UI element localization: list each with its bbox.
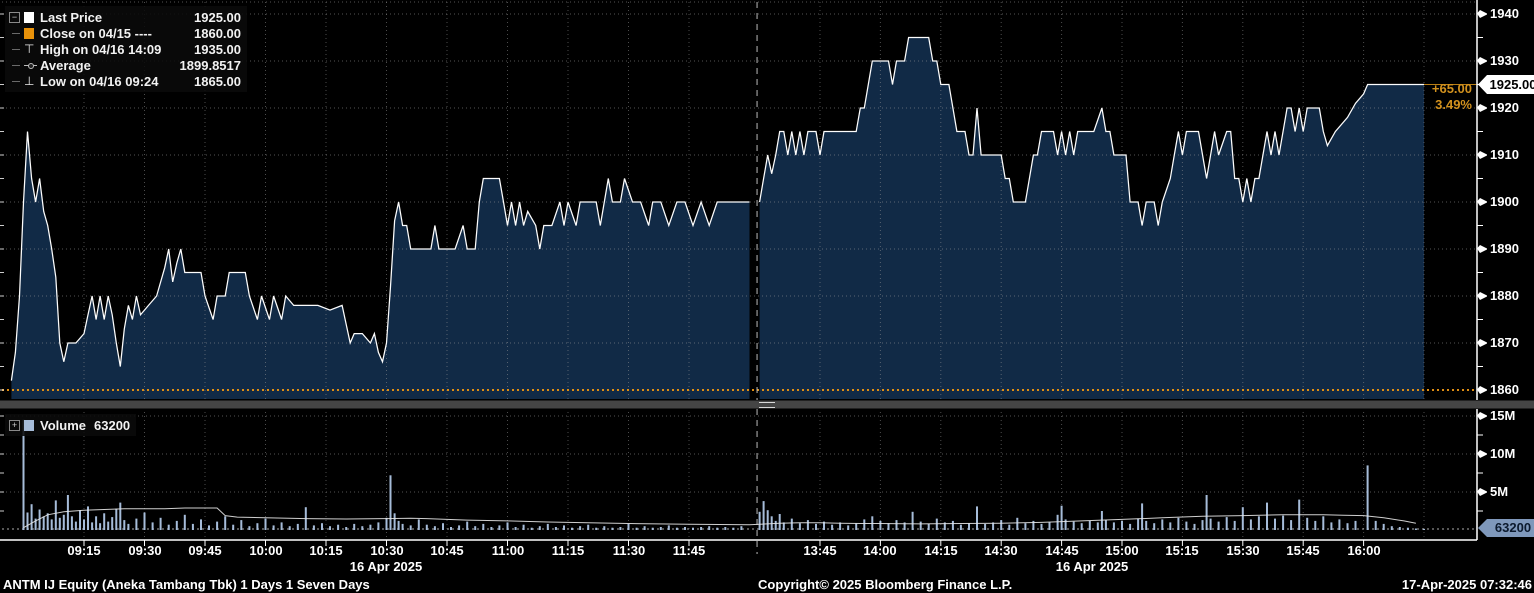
- legend-value: 1865.00: [194, 73, 241, 89]
- legend-value: 1935.00: [194, 41, 241, 57]
- high-marker-icon: ⊤: [24, 42, 35, 56]
- security-description: ANTM IJ Equity (Aneka Tambang Tbk) 1 Day…: [3, 577, 370, 592]
- price-area-fill: [11, 37, 1424, 399]
- legend-row-low[interactable]: ⊥ Low on 04/16 09:24 1865.00: [9, 73, 241, 89]
- close-swatch-icon: [24, 27, 34, 39]
- legend-label: Low on 04/16 09:24: [40, 73, 159, 89]
- collapse-icon[interactable]: −: [9, 11, 20, 23]
- tree-branch-icon: [12, 64, 20, 66]
- last-volume-badge: 63200: [1478, 519, 1534, 537]
- legend-value: 1860.00: [194, 25, 241, 41]
- session-date-label: 16 Apr 2025: [349, 559, 423, 574]
- legend-label: Average: [40, 57, 91, 73]
- expand-icon[interactable]: +: [9, 419, 20, 431]
- panel-splitter[interactable]: [0, 400, 1534, 409]
- volume-bars: [22, 419, 1425, 530]
- legend-row-last-price[interactable]: − Last Price 1925.00: [9, 9, 241, 25]
- tree-branch-icon: [12, 48, 20, 50]
- splitter-handle-icon[interactable]: [759, 402, 775, 408]
- low-marker-icon: ⊥: [24, 74, 35, 88]
- pct-change-label: 3.49%: [1435, 97, 1472, 112]
- legend-label: Volume: [40, 417, 86, 433]
- tree-branch-icon: [12, 80, 20, 82]
- net-change-label: +65.00: [1431, 81, 1472, 96]
- price-legend: − Last Price 1925.00 Close on 04/15 ----…: [5, 6, 247, 92]
- status-bar: ANTM IJ Equity (Aneka Tambang Tbk) 1 Day…: [0, 575, 1534, 593]
- legend-value: 1925.00: [194, 9, 241, 25]
- timestamp: 17-Apr-2025 07:32:46: [1401, 577, 1532, 592]
- legend-row-average[interactable]: Average 1899.8517: [9, 57, 241, 73]
- last-price-badge: 1925.00: [1478, 75, 1534, 94]
- volume-average-line: [23, 507, 1416, 529]
- session-date-label: 16 Apr 2025: [1055, 559, 1129, 574]
- legend-row-high[interactable]: ⊤ High on 04/16 14:09 1935.00: [9, 41, 241, 57]
- tree-branch-icon: [12, 32, 20, 34]
- legend-row-volume[interactable]: + Volume 63200: [9, 417, 130, 433]
- axes: [0, 0, 1487, 546]
- legend-label: Last Price: [40, 9, 103, 25]
- price-line: [10, 36, 1424, 381]
- copyright-text: Copyright© 2025 Bloomberg Finance L.P.: [758, 577, 1013, 592]
- volume-swatch-icon: [24, 419, 34, 431]
- legend-label: High on 04/16 14:09: [40, 41, 162, 57]
- legend-label: Close on 04/15 ----: [40, 25, 152, 41]
- last-price-swatch-icon: [24, 11, 34, 23]
- volume-legend: + Volume 63200: [5, 414, 137, 436]
- legend-value: 63200: [94, 417, 131, 433]
- average-marker-icon: [24, 61, 37, 70]
- legend-value: 1899.8517: [179, 57, 241, 73]
- legend-row-close[interactable]: Close on 04/15 ---- 1860.00: [9, 25, 241, 41]
